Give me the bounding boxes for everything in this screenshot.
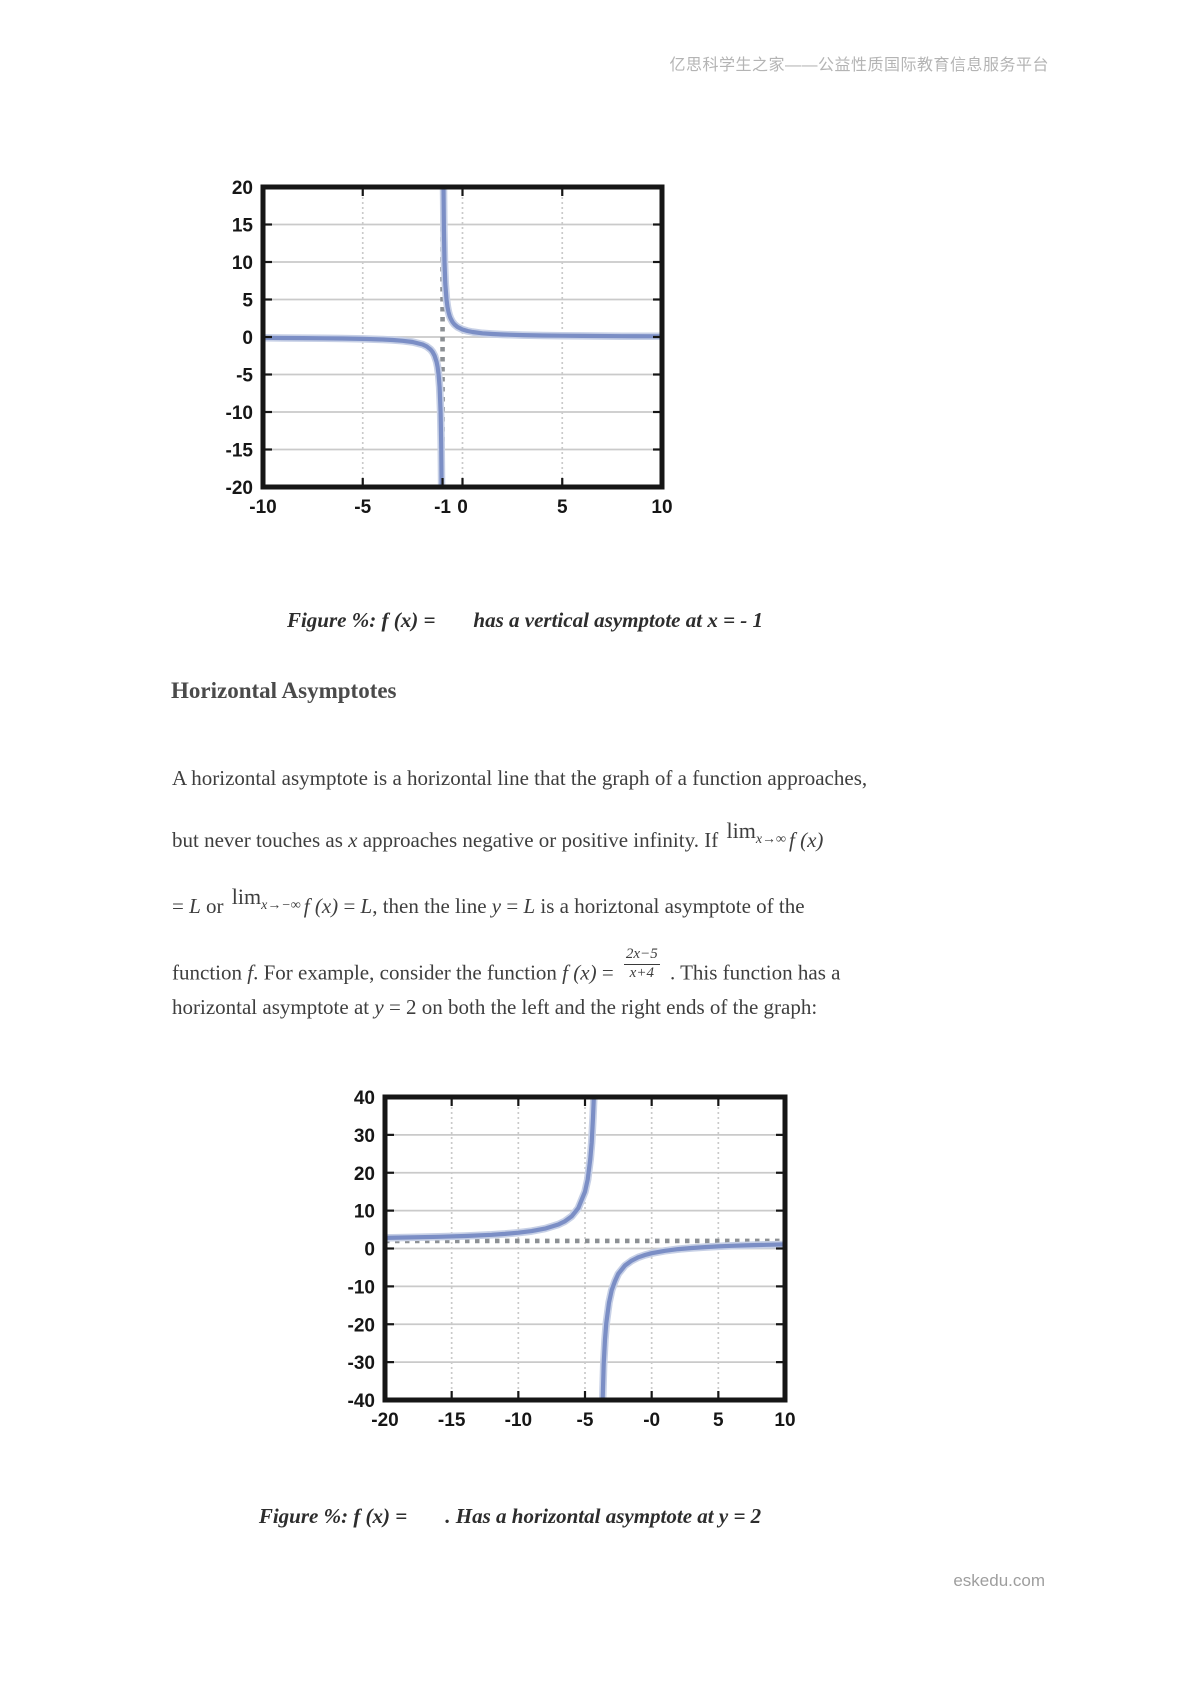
text-run: A horizontal asymptote is a horizontal l… xyxy=(172,766,868,790)
text-run: L xyxy=(360,894,373,918)
function-curve xyxy=(441,187,662,339)
caption-text: has a vertical asymptote at x = - 1 xyxy=(473,608,764,632)
text-run: f (x) xyxy=(789,828,824,852)
paragraph-line: but never touches as x approaches negati… xyxy=(172,818,823,853)
x-tick-label: -20 xyxy=(371,1410,398,1431)
figure1-caption: Figure %: f (x) = has a vertical asymptot… xyxy=(0,608,1050,633)
y-tick-label: -15 xyxy=(226,441,254,462)
y-tick-label: 10 xyxy=(354,1202,375,1223)
y-tick-label: 5 xyxy=(242,291,253,312)
x-tick-label: -5 xyxy=(577,1410,594,1431)
function-curve xyxy=(385,1097,596,1240)
limit-subscript: x→∞ xyxy=(755,832,787,847)
text-run: f xyxy=(247,960,254,985)
section-heading: Horizontal Asymptotes xyxy=(171,678,397,703)
x-tick-label: 5 xyxy=(557,497,568,518)
text-run: = 2 on both the left and the right ends … xyxy=(383,995,818,1019)
text-run: L xyxy=(189,894,201,918)
fraction-denominator: x+4 xyxy=(629,965,654,982)
text-run: . For example, consider the function xyxy=(253,960,563,985)
text-run: = xyxy=(172,894,190,918)
y-tick-label: -20 xyxy=(348,1315,375,1336)
text-run: is a horiztonal asymptote of the xyxy=(535,894,805,918)
text-run: f (x) xyxy=(562,960,597,985)
y-tick-label: -20 xyxy=(226,478,253,499)
paragraph-line: function f. For example, consider the fu… xyxy=(172,946,840,985)
text-run: x xyxy=(348,828,358,852)
x-tick-label: -5 xyxy=(354,497,371,518)
text-run: , then the line xyxy=(372,894,492,918)
page-header-text: 亿思科学生之家——公益性质国际教育信息服务平台 xyxy=(669,57,1049,74)
text-run: approaches negative or positive infinity… xyxy=(357,828,724,852)
x-tick-label: -10 xyxy=(249,497,276,518)
y-tick-label: 0 xyxy=(242,328,253,349)
y-tick-label: -40 xyxy=(348,1391,375,1412)
text-run: = xyxy=(596,960,619,985)
x-tick-label: -1 xyxy=(434,497,451,518)
x-tick-label: 10 xyxy=(651,497,672,518)
y-tick-label: 40 xyxy=(354,1088,375,1109)
text-run: horizontal asymptote at xyxy=(172,995,375,1019)
function-curve xyxy=(263,335,444,487)
function-curve xyxy=(600,1242,785,1400)
y-tick-label: 30 xyxy=(354,1126,375,1147)
x-tick-label: 5 xyxy=(713,1410,724,1431)
y-tick-label: -10 xyxy=(348,1277,375,1298)
y-tick-label: 20 xyxy=(354,1164,375,1185)
x-tick-label: -15 xyxy=(438,1410,466,1431)
x-tick-label: 10 xyxy=(774,1410,795,1431)
limit-word: lim xyxy=(231,884,262,909)
fraction-notation: 2x−5 x+4 xyxy=(623,946,660,983)
x-tick-label: 0 xyxy=(457,497,468,518)
plot-border xyxy=(382,1094,788,1403)
text-run: = xyxy=(338,894,361,918)
text-run: or xyxy=(200,894,229,918)
x-tick-label: -10 xyxy=(505,1410,532,1431)
y-tick-label: -30 xyxy=(348,1353,375,1374)
y-tick-label: -10 xyxy=(226,403,253,424)
limit-notation: limx→∞ xyxy=(726,818,786,848)
y-tick-label: 10 xyxy=(232,253,253,274)
y-tick-label: 15 xyxy=(232,216,254,237)
y-tick-label: -5 xyxy=(236,366,253,387)
y-tick-label: 20 xyxy=(232,178,253,199)
caption-text: Figure %: f (x) = xyxy=(286,608,436,632)
text-run: but never touches as xyxy=(172,828,349,852)
caption-text: Figure %: f (x) = xyxy=(258,1504,408,1528)
fraction-numerator: 2x−5 xyxy=(623,946,660,966)
x-tick-label: -0 xyxy=(643,1410,660,1431)
limit-word: lim xyxy=(726,818,756,843)
caption-text: . Has a horizontal asymptote at y = 2 xyxy=(445,1504,762,1528)
text-run: function xyxy=(172,960,248,985)
text-run: = xyxy=(501,894,524,918)
figure2-caption: Figure %: f (x) = . Has a horizontal asym… xyxy=(0,1504,1020,1529)
text-run: . This function has a xyxy=(664,960,841,985)
paragraph-line: = L or limx→−∞ f (x) = L, then the line y… xyxy=(172,884,805,919)
plot-border xyxy=(260,184,665,490)
text-run: L xyxy=(523,894,536,918)
text-run: f (x) xyxy=(303,894,339,918)
paragraph-line: horizontal asymptote at y = 2 on both th… xyxy=(172,995,817,1020)
paragraph-line: A horizontal asymptote is a horizontal l… xyxy=(172,766,867,791)
limit-notation: limx→−∞ xyxy=(232,884,301,914)
text-run: y xyxy=(491,894,502,918)
y-tick-label: 0 xyxy=(364,1240,375,1261)
page-footer-text: eskedu.com xyxy=(953,1571,1045,1590)
limit-subscript: x→−∞ xyxy=(261,898,301,913)
text-run: y xyxy=(374,995,384,1019)
